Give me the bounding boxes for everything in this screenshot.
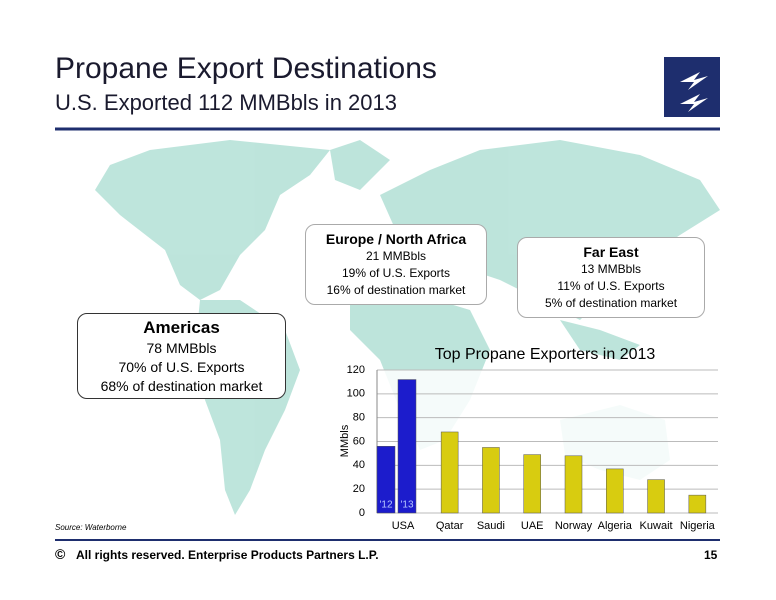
x-tick-label: Saudi — [477, 520, 505, 532]
bar — [397, 379, 417, 514]
callout-title: Americas — [143, 318, 220, 337]
callout-line: 78 MMBbls — [146, 340, 217, 356]
callout-line: 11% of U.S. Exports — [557, 279, 665, 293]
x-tick-label: USA — [392, 520, 415, 532]
chart: Top Propane Exporters in 2013 MMbls 0 20 4… — [339, 346, 718, 532]
callout-title: Europe / North Africa — [325, 231, 467, 247]
bar-label: '13 — [400, 500, 413, 511]
x-tick-label: Algeria — [598, 520, 633, 532]
bar — [647, 479, 665, 514]
bar — [440, 431, 459, 514]
x-tick-label: Qatar — [436, 520, 464, 532]
bar — [376, 446, 396, 514]
callout-line: 19% of U.S. Exports — [341, 266, 451, 280]
bar-label: '12 — [379, 500, 392, 511]
y-tick-label: 120 — [347, 364, 365, 376]
title: Propane Export Destinations — [55, 52, 437, 85]
source: Source: Waterborne — [55, 523, 127, 532]
subtitle: U.S. Exported 112 MMBbls in 2013 — [55, 90, 397, 115]
callout-line: 13 MMBbls — [580, 262, 642, 276]
copyright-symbol: © — [55, 546, 66, 562]
callout-title: Far East — [583, 244, 639, 260]
callout-europe: Europe / North Africa 21 MMBbls 19% of U… — [305, 224, 487, 305]
x-tick-label: Nigeria — [680, 520, 716, 532]
bar — [564, 455, 583, 514]
y-axis-label: MMbls — [339, 424, 351, 457]
y-tick-label: 100 — [347, 388, 365, 400]
callout-line: 70% of U.S. Exports — [118, 359, 245, 375]
y-tick-label: 40 — [353, 459, 365, 471]
callout-line: 16% of destination market — [326, 283, 466, 297]
callout-line: 21 MMBbls — [365, 249, 427, 263]
callout-line: 5% of destination market — [544, 296, 678, 310]
callout-line: 68% of destination market — [100, 378, 263, 394]
page-number: 15 — [704, 548, 718, 562]
x-tick-label: Norway — [555, 520, 593, 532]
x-tick-label: Kuwait — [640, 520, 673, 532]
x-tick-label: UAE — [521, 520, 544, 532]
bar — [523, 454, 541, 514]
y-tick-label: 60 — [353, 435, 365, 447]
footer-text: All rights reserved. Enterprise Products… — [76, 548, 379, 562]
y-tick-label: 20 — [353, 483, 365, 495]
y-tick-label: 80 — [353, 412, 365, 424]
callout-far-east: Far East 13 MMBbls 11% of U.S. Exports 5… — [517, 237, 705, 318]
bar — [688, 494, 707, 514]
logo-mark — [680, 72, 708, 112]
chart-title: Top Propane Exporters in 2013 — [435, 346, 656, 363]
callout-americas: Americas 78 MMBbls 70% of U.S. Exports 6… — [77, 313, 286, 399]
y-tick-label: 0 — [359, 507, 365, 519]
bar — [482, 447, 500, 514]
bar — [606, 468, 624, 514]
